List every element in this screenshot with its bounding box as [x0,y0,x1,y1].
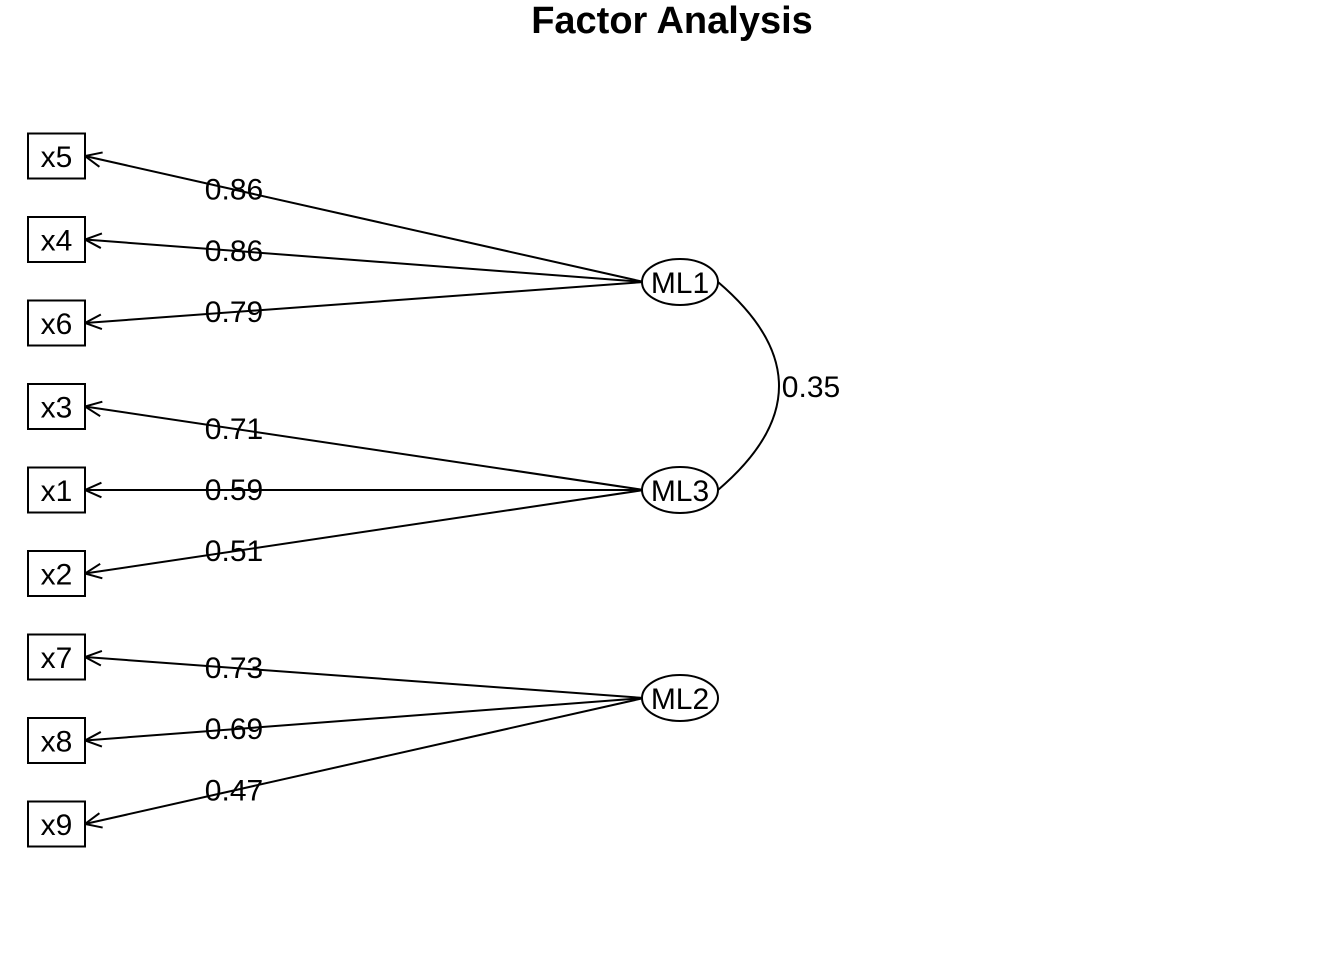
variable-label-x6: x6 [41,308,73,341]
variable-label-x1: x1 [41,475,73,508]
variable-box-x9 [27,800,86,848]
loading-edge-ML2-x8 [84,697,645,742]
variable-label-x7: x7 [41,642,73,675]
loading-edge-ML1-x5 [84,155,645,283]
variable-box-x2 [27,550,86,597]
loading-label-ML3-x1: 0.59 [205,474,263,507]
correlation-curve-ML1-ML3 [717,281,780,491]
factor-label-ML3: ML3 [651,475,709,508]
factor-node-ML1 [641,258,719,306]
loading-edge-ML1-x6 [84,281,645,324]
loading-label-ML2-x7: 0.73 [205,652,263,685]
factor-label-ML2: ML2 [651,683,709,716]
loading-label-ML1-x5: 0.86 [205,174,263,207]
variable-box-x3 [27,383,86,430]
variable-box-x8 [27,717,86,764]
variable-box-x1 [27,466,86,514]
loading-edge-ML3-x2 [84,489,645,575]
variable-box-x5 [27,132,86,180]
variable-label-x5: x5 [41,141,73,174]
diagram-title: Factor Analysis [531,0,813,42]
correlation-label-bg [780,366,844,406]
labels-layer: 0.86 0.86 0.79 0.71 0.59 0.51 0.73 0.69 0.47 0.35 [205,174,844,807]
edges-layer [82,151,780,829]
loading-label-ML1-x6: 0.79 [205,296,263,329]
factor-label-ML1: ML1 [651,267,709,300]
variable-label-x4: x4 [41,225,73,258]
correlation-label-ML1-ML3: 0.35 [782,371,840,404]
factor-node-ML3 [641,466,719,514]
variable-box-x6 [27,299,86,347]
variable-box-x7 [27,633,86,681]
variable-label-x8: x8 [41,726,73,759]
loading-label-ML3-x3: 0.71 [205,413,263,446]
variable-label-x3: x3 [41,392,73,425]
loading-label-ML1-x4: 0.86 [205,235,263,268]
variable-label-x2: x2 [41,559,73,592]
loading-edge-ML1-x4 [84,238,645,283]
variable-box-x4 [27,216,86,263]
variable-label-x9: x9 [41,809,73,842]
loading-edge-ML2-x9 [84,697,645,825]
loading-edge-ML2-x7 [84,656,645,699]
factor-node-ML2 [641,674,719,722]
loading-label-ML3-x2: 0.51 [205,535,263,568]
loading-label-ML2-x8: 0.69 [205,713,263,746]
loading-edge-ML3-x3 [84,405,645,491]
loading-label-ML2-x9: 0.47 [205,774,263,807]
nodes-layer: x5 x4 x6 x3 x1 x2 x7 x8 x9 ML1 ML3 ML2 [27,132,719,848]
